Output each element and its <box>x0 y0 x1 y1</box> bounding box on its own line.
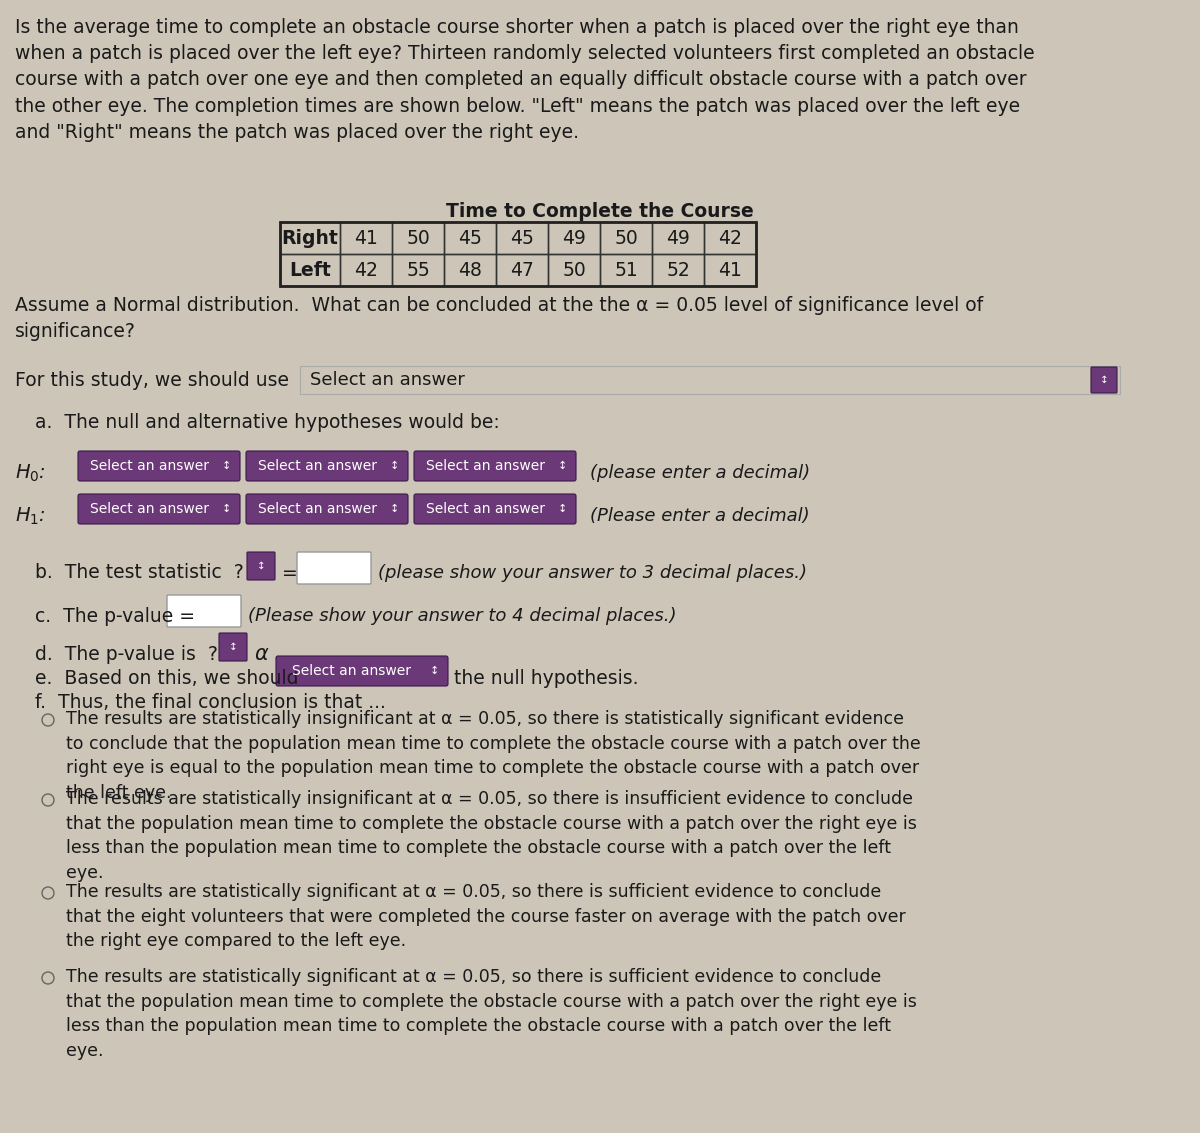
Text: =: = <box>282 563 298 582</box>
Bar <box>548 222 600 254</box>
Text: 50: 50 <box>562 261 586 280</box>
FancyBboxPatch shape <box>414 494 576 523</box>
Text: e.  Based on this, we should: e. Based on this, we should <box>35 668 299 688</box>
Bar <box>392 254 444 286</box>
Text: (Please enter a decimal): (Please enter a decimal) <box>590 506 810 525</box>
Text: Select an answer: Select an answer <box>258 502 377 516</box>
Text: 41: 41 <box>718 261 742 280</box>
Bar <box>280 222 756 286</box>
Text: Select an answer: Select an answer <box>310 370 464 389</box>
Text: 49: 49 <box>666 229 690 247</box>
Text: ↕: ↕ <box>557 504 566 514</box>
Text: (Please show your answer to 4 decimal places.): (Please show your answer to 4 decimal pl… <box>248 607 677 625</box>
Bar <box>444 222 496 254</box>
Text: 45: 45 <box>510 229 534 247</box>
Text: f.  Thus, the final conclusion is that ...: f. Thus, the final conclusion is that ..… <box>35 693 386 713</box>
Bar <box>600 222 652 254</box>
Text: The results are statistically insignificant at α = 0.05, so there is statistical: The results are statistically insignific… <box>66 710 920 802</box>
Bar <box>340 222 392 254</box>
FancyBboxPatch shape <box>247 552 275 580</box>
Text: the null hypothesis.: the null hypothesis. <box>454 668 638 688</box>
Text: 48: 48 <box>458 261 482 280</box>
Bar <box>600 254 652 286</box>
FancyBboxPatch shape <box>246 451 408 482</box>
Text: Is the average time to complete an obstacle course shorter when a patch is place: Is the average time to complete an obsta… <box>14 18 1034 142</box>
Text: c.  The p-value =: c. The p-value = <box>35 606 194 625</box>
Text: ↕: ↕ <box>257 561 265 571</box>
Bar <box>280 222 340 254</box>
FancyBboxPatch shape <box>220 633 247 661</box>
Text: 55: 55 <box>406 261 430 280</box>
Text: Left: Left <box>289 261 331 280</box>
Text: For this study, we should use: For this study, we should use <box>14 372 289 391</box>
Text: 50: 50 <box>614 229 638 247</box>
FancyBboxPatch shape <box>246 494 408 523</box>
Text: ↕: ↕ <box>1099 375 1109 385</box>
Text: Select an answer: Select an answer <box>426 459 545 472</box>
Text: $H_0$:: $H_0$: <box>14 462 46 484</box>
Text: ↕: ↕ <box>389 504 398 514</box>
Text: The results are statistically significant at α = 0.05, so there is sufficient ev: The results are statistically significan… <box>66 883 906 951</box>
Bar <box>340 254 392 286</box>
Text: ↕: ↕ <box>557 461 566 471</box>
Text: ↕: ↕ <box>389 461 398 471</box>
FancyBboxPatch shape <box>414 451 576 482</box>
Bar <box>444 254 496 286</box>
Bar <box>496 254 548 286</box>
Bar <box>392 222 444 254</box>
Text: Select an answer: Select an answer <box>90 502 209 516</box>
Text: ↕: ↕ <box>221 504 230 514</box>
Bar <box>652 254 704 286</box>
FancyBboxPatch shape <box>1091 367 1117 393</box>
Bar <box>652 222 704 254</box>
FancyBboxPatch shape <box>167 595 241 627</box>
Text: (please enter a decimal): (please enter a decimal) <box>590 465 810 482</box>
Bar <box>280 254 340 286</box>
Text: Time to Complete the Course: Time to Complete the Course <box>446 202 754 221</box>
Text: 42: 42 <box>718 229 742 247</box>
Text: Select an answer: Select an answer <box>258 459 377 472</box>
Text: The results are statistically insignificant at α = 0.05, so there is insufficien: The results are statistically insignific… <box>66 790 917 883</box>
Text: ↕: ↕ <box>430 666 439 676</box>
Text: $H_1$:: $H_1$: <box>14 505 46 527</box>
Text: 42: 42 <box>354 261 378 280</box>
Text: 45: 45 <box>458 229 482 247</box>
Text: 49: 49 <box>562 229 586 247</box>
Text: Select an answer: Select an answer <box>293 664 412 678</box>
Bar <box>704 222 756 254</box>
FancyBboxPatch shape <box>298 552 371 583</box>
Text: ↕: ↕ <box>221 461 230 471</box>
Bar <box>704 254 756 286</box>
Text: 50: 50 <box>406 229 430 247</box>
Text: Select an answer: Select an answer <box>90 459 209 472</box>
Bar <box>300 366 1120 394</box>
Bar <box>496 222 548 254</box>
Text: 47: 47 <box>510 261 534 280</box>
Text: 52: 52 <box>666 261 690 280</box>
Text: b.  The test statistic  ?: b. The test statistic ? <box>35 563 244 582</box>
Text: a.  The null and alternative hypotheses would be:: a. The null and alternative hypotheses w… <box>35 414 499 433</box>
Text: $\alpha$: $\alpha$ <box>254 644 270 664</box>
Bar <box>548 254 600 286</box>
Text: 51: 51 <box>614 261 638 280</box>
Text: Assume a Normal distribution.  What can be concluded at the the α = 0.05 level o: Assume a Normal distribution. What can b… <box>14 296 983 341</box>
Text: Select an answer: Select an answer <box>426 502 545 516</box>
FancyBboxPatch shape <box>276 656 448 685</box>
FancyBboxPatch shape <box>78 451 240 482</box>
Text: d.  The p-value is  ?: d. The p-value is ? <box>35 645 218 664</box>
Text: 41: 41 <box>354 229 378 247</box>
Text: The results are statistically significant at α = 0.05, so there is sufficient ev: The results are statistically significan… <box>66 968 917 1060</box>
FancyBboxPatch shape <box>78 494 240 523</box>
Text: ↕: ↕ <box>229 642 238 651</box>
Text: (please show your answer to 3 decimal places.): (please show your answer to 3 decimal pl… <box>378 564 808 582</box>
Text: Right: Right <box>282 229 338 247</box>
